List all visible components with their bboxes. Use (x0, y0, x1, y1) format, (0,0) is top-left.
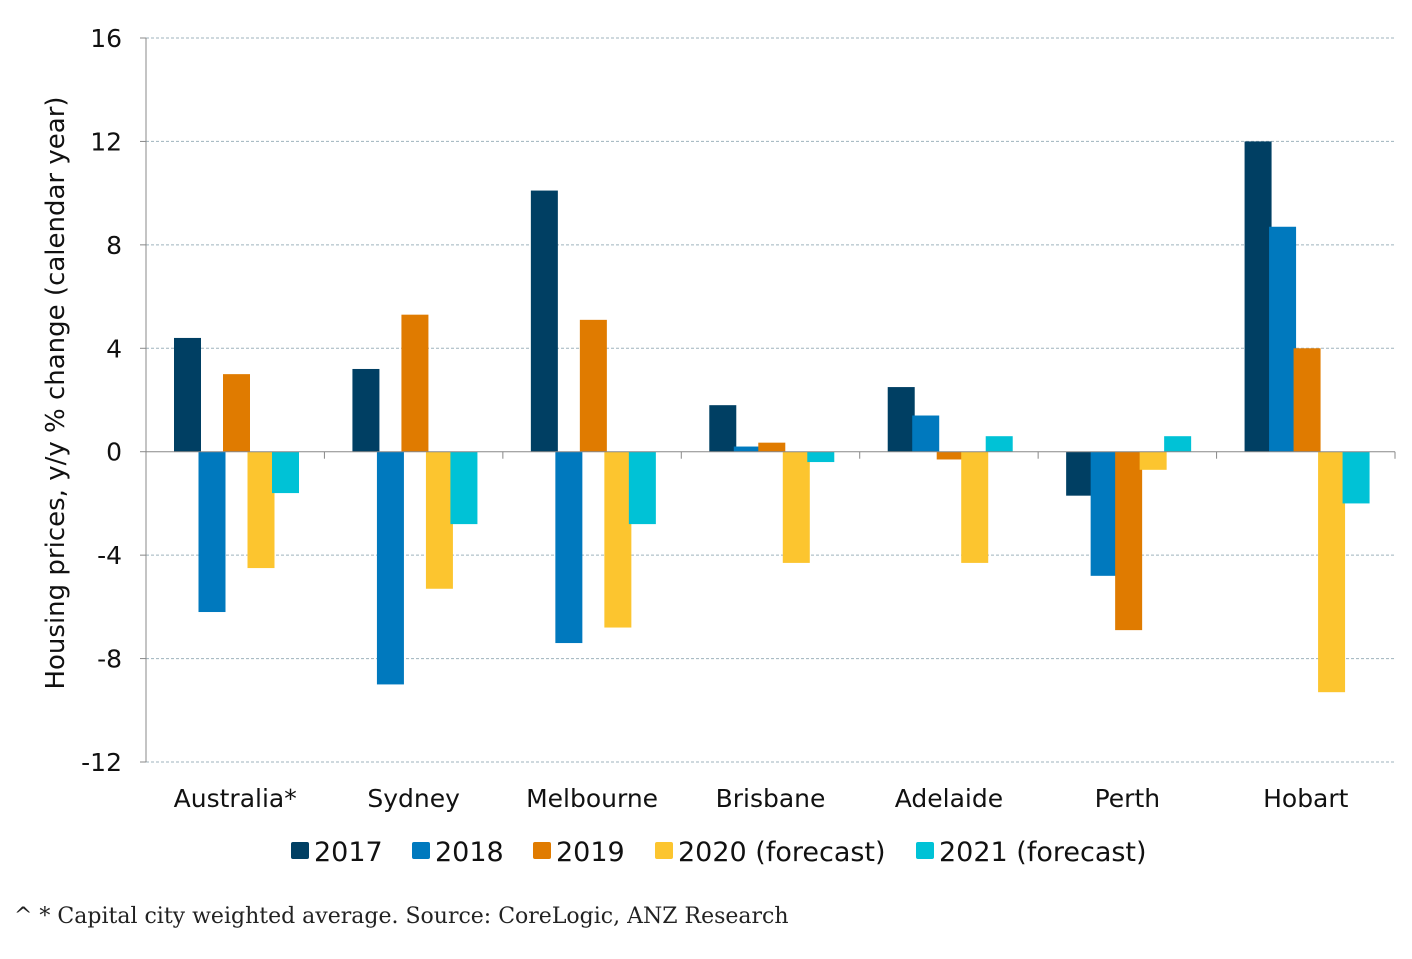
y-tick-label: -12 (81, 748, 122, 777)
bar-hobart-2017 (1244, 141, 1272, 452)
y-tick-label: -8 (97, 645, 122, 674)
bar-adelaide-2021 (985, 436, 1013, 452)
bar-melbourne-2020 (604, 451, 632, 628)
bar-melbourne-2021 (628, 451, 656, 525)
y-tick-label: -4 (97, 541, 122, 570)
bar-hobart-2020 (1318, 451, 1346, 693)
legend-swatch (655, 842, 673, 859)
bar-australia-2019 (223, 374, 250, 452)
bar-brisbane-2018 (733, 446, 761, 452)
legend-swatch (533, 842, 551, 859)
bar-perth-2020 (1139, 451, 1167, 470)
bar-sydney-2019 (401, 314, 429, 452)
x-category-label: Sydney (367, 784, 460, 813)
bar-brisbane-2017 (709, 405, 737, 452)
bar-melbourne-2019 (579, 319, 607, 452)
y-tick-label: 16 (90, 24, 122, 53)
bar-brisbane-2020 (782, 451, 810, 563)
y-tick-label: 4 (106, 334, 122, 363)
legend-item: 2021 (forecast) (916, 837, 1147, 868)
bar-adelaide-2018 (912, 415, 940, 452)
bar-brisbane-2019 (758, 442, 786, 452)
x-category-label: Brisbane (716, 784, 826, 813)
legend-label: 2020 (forecast) (678, 837, 886, 868)
bar-perth-2019 (1115, 451, 1143, 631)
bar-adelaide-2020 (961, 451, 989, 563)
bar-perth-2018 (1090, 451, 1118, 576)
legend-swatch (291, 842, 309, 859)
legend-swatch (916, 842, 934, 859)
bar-hobart-2021 (1342, 451, 1370, 504)
x-category-label: Melbourne (526, 784, 658, 813)
bar-brisbane-2021 (807, 451, 835, 463)
bar-melbourne-2018 (555, 451, 583, 644)
bar-hobart-2018 (1269, 226, 1297, 452)
footnote: ^ * Capital city weighted average. Sourc… (14, 904, 789, 929)
y-tick-label: 8 (106, 231, 122, 260)
bar-sydney-2021 (450, 451, 478, 525)
bar-perth-2021 (1164, 436, 1192, 452)
bar-perth-2017 (1066, 451, 1094, 496)
legend-item: 2017 (291, 837, 383, 868)
bar-australia-2018 (198, 451, 226, 613)
bar-sydney-2020 (425, 451, 453, 589)
x-category-label: Australia* (174, 784, 297, 813)
x-category-label: Perth (1095, 784, 1161, 813)
y-axis-label: Housing prices, y/y % change (calendar y… (41, 96, 71, 689)
x-category-label: Hobart (1263, 784, 1349, 813)
bar-hobart-2019 (1293, 348, 1321, 452)
bar-adelaide-2019 (936, 451, 964, 460)
legend-item: 2020 (forecast) (655, 837, 886, 868)
bar-sydney-2018 (376, 451, 404, 685)
y-tick-label: 12 (90, 127, 122, 156)
legend-item: 2018 (412, 837, 504, 868)
bar-australia-2021 (272, 451, 299, 494)
bar-sydney-2017 (352, 368, 380, 452)
bar-australia-2017 (174, 337, 201, 452)
bar-adelaide-2017 (887, 387, 915, 452)
y-tick-label: 0 (106, 438, 122, 467)
bar-melbourne-2017 (530, 190, 558, 452)
legend-swatch (412, 842, 430, 859)
bar-australia-2020 (247, 451, 275, 569)
bar-chart: -12 -8 -4 0 4 8 12 16 Australia* Sydney Melbourne B… (41, 24, 1396, 868)
x-category-label: Adelaide (895, 784, 1003, 813)
legend-label: 2017 (314, 837, 383, 868)
legend-label: 2018 (435, 837, 504, 868)
legend-label: 2021 (forecast) (939, 837, 1147, 868)
legend-item: 2019 (533, 837, 625, 868)
legend-label: 2019 (556, 837, 625, 868)
